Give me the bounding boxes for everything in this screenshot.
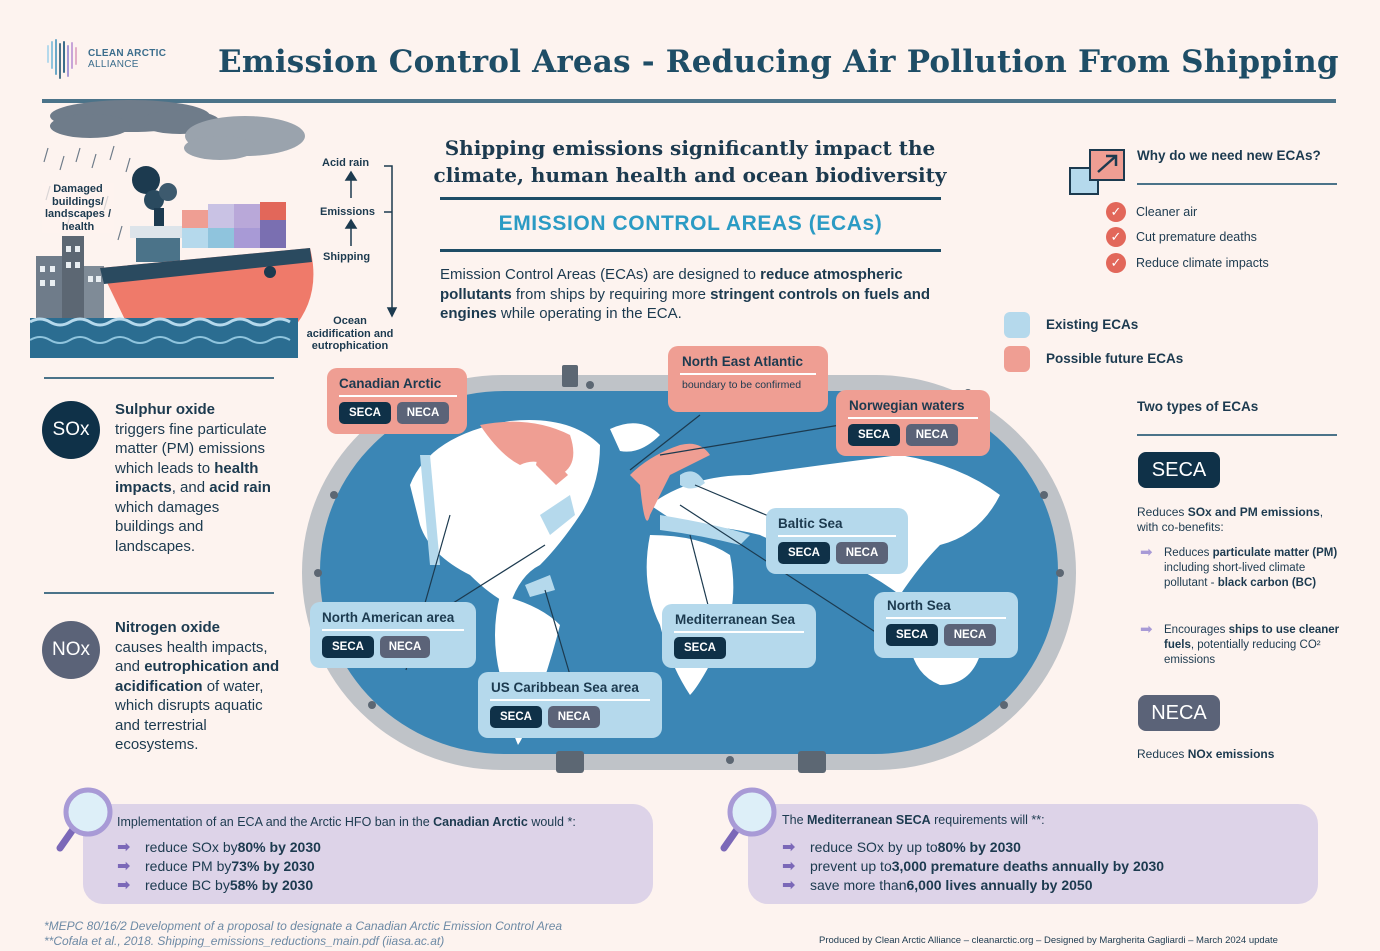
ship-pollution-illustration bbox=[30, 100, 398, 358]
legend-label-existing: Existing ECAs bbox=[1046, 317, 1139, 332]
arrow-icon: ➡ bbox=[117, 857, 131, 875]
seca-benefit-fuels: ➡ Encourages ships to use cleaner fuels,… bbox=[1140, 621, 1340, 666]
legend-swatch-possible bbox=[1004, 346, 1030, 372]
card-baltic-sea: Baltic Sea SECA NECA bbox=[766, 508, 908, 574]
neca-chip: NECA bbox=[380, 636, 430, 658]
neca-chip: NECA bbox=[836, 542, 888, 564]
arrow-icon: ➡ bbox=[1140, 621, 1153, 638]
acid-rain-label: Acid rain bbox=[322, 157, 370, 169]
expand-area-icon bbox=[1069, 149, 1125, 195]
check-icon: ✓ bbox=[1106, 202, 1126, 222]
nox-badge: NOx bbox=[42, 621, 100, 679]
card-north-east-atlantic: North East Atlantic boundary to be confi… bbox=[668, 346, 828, 412]
impact-line-sox-med: ➡ reduce SOx by up to 80% by 2030 bbox=[782, 838, 1021, 856]
seca-description: Reduces SOx and PM emissions, with co-be… bbox=[1137, 505, 1324, 534]
sox-badge: SOx bbox=[42, 401, 100, 459]
sox-description: Sulphur oxide triggers fine particulate m… bbox=[115, 401, 271, 555]
neca-badge: NECA bbox=[1138, 695, 1220, 731]
card-canadian-arctic: Canadian Arctic SECA NECA bbox=[327, 368, 467, 434]
why-item-cleaner-air: ✓ Cleaner air bbox=[1106, 202, 1346, 222]
seca-chip: SECA bbox=[490, 706, 542, 728]
eca-heading: EMISSION CONTROL AREAS (ECAs) bbox=[498, 212, 883, 235]
footnote-2: **Cofala et al., 2018. Shipping_emission… bbox=[44, 934, 445, 948]
magnifier-icon bbox=[720, 787, 777, 852]
shipping-label: Shipping bbox=[323, 251, 371, 263]
neca-chip: NECA bbox=[944, 624, 996, 646]
card-norwegian-waters: Norwegian waters SECA NECA bbox=[836, 390, 990, 456]
neca-chip: NECA bbox=[906, 424, 958, 446]
arrow-icon: ➡ bbox=[782, 876, 796, 894]
seca-chip: SECA bbox=[778, 542, 830, 564]
clean-arctic-alliance-logo bbox=[47, 39, 77, 79]
nox-description: Nitrogen oxide causes health impacts, and… bbox=[115, 619, 280, 753]
credits: Produced by Clean Arctic Alliance – clea… bbox=[819, 935, 1278, 946]
title-divider bbox=[42, 99, 1336, 103]
arrow-icon: ➡ bbox=[1140, 544, 1153, 561]
legend-label-possible: Possible future ECAs bbox=[1046, 351, 1184, 366]
left-rule-middle bbox=[44, 592, 274, 594]
impact-line-deaths: ➡ prevent up to 3,000 premature deaths an… bbox=[782, 857, 1165, 875]
card-mediterranean-sea: Mediterranean Sea SECA bbox=[662, 604, 816, 668]
arrow-icon: ➡ bbox=[782, 857, 796, 875]
seca-chip: SECA bbox=[674, 637, 726, 659]
footnote-1: *MEPC 80/16/2 Development of a proposal … bbox=[44, 919, 563, 933]
neca-chip: NECA bbox=[397, 402, 449, 424]
seca-benefit-pm: ➡ Reduces particulate matter (PM) includ… bbox=[1140, 544, 1338, 589]
intro-subheading: Shipping emissions significantly impact … bbox=[433, 136, 947, 187]
card-north-american-area: North American area SECA NECA bbox=[310, 602, 476, 668]
magnifier-icon bbox=[56, 787, 113, 852]
seca-chip: SECA bbox=[886, 624, 938, 646]
canadian-arctic-impact-box: Implementation of an ECA and the Arctic … bbox=[83, 804, 653, 904]
impact-line-bc: ➡ reduce BC by 58% by 2030 bbox=[117, 876, 314, 894]
why-item-climate: ✓ Reduce climate impacts bbox=[1106, 253, 1346, 273]
canadian-arctic-impact-intro: Implementation of an ECA and the Arctic … bbox=[117, 815, 576, 829]
types-rule bbox=[1137, 434, 1337, 436]
damaged-buildings-label: Damaged buildings/ landscapes / health bbox=[42, 183, 114, 233]
arrow-icon: ➡ bbox=[782, 838, 796, 856]
mediterranean-impact-intro: The Mediterranean SECA requirements will… bbox=[782, 813, 1045, 827]
legend-swatch-existing bbox=[1004, 312, 1030, 338]
neca-chip: NECA bbox=[548, 706, 600, 728]
mediterranean-impact-box: The Mediterranean SECA requirements will… bbox=[748, 804, 1318, 904]
world-eca-map bbox=[302, 365, 1076, 773]
seca-chip: SECA bbox=[322, 636, 374, 658]
seca-chip: SECA bbox=[339, 402, 391, 424]
arrow-icon: ➡ bbox=[117, 876, 131, 894]
seca-badge: SECA bbox=[1138, 452, 1220, 488]
why-new-ecas-title: Why do we need new ECAs? bbox=[1137, 148, 1321, 163]
why-item-cut-deaths: ✓ Cut premature deaths bbox=[1106, 227, 1346, 247]
page-title: Emission Control Areas - Reducing Air Po… bbox=[218, 44, 1339, 80]
card-us-caribbean-sea-area: US Caribbean Sea area SECA NECA bbox=[478, 672, 662, 738]
card-north-sea: North Sea SECA NECA bbox=[874, 592, 1018, 658]
heading-rule-bottom bbox=[440, 249, 941, 252]
neca-description: Reduces NOx emissions bbox=[1137, 747, 1275, 761]
arrow-icon: ➡ bbox=[117, 838, 131, 856]
logo-text: CLEAN ARCTIC ALLIANCE bbox=[88, 48, 167, 70]
two-types-title: Two types of ECAs bbox=[1137, 399, 1259, 414]
check-icon: ✓ bbox=[1106, 227, 1126, 247]
heading-rule-top bbox=[440, 197, 941, 200]
left-rule-top bbox=[44, 377, 274, 379]
seca-chip: SECA bbox=[848, 424, 900, 446]
impact-line-pm: ➡ reduce PM by 73% by 2030 bbox=[117, 857, 315, 875]
ocean-acidification-label: Ocean acidification and eutrophication bbox=[306, 315, 394, 352]
why-rule bbox=[1137, 183, 1337, 185]
eca-description: Emission Control Areas (ECAs) are design… bbox=[440, 266, 931, 322]
impact-line-lives: ➡ save more than 6,000 lives annually by … bbox=[782, 876, 1093, 894]
impact-line-sox: ➡ reduce SOx by 80% by 2030 bbox=[117, 838, 321, 856]
emissions-label: Emissions bbox=[320, 206, 376, 218]
check-icon: ✓ bbox=[1106, 253, 1126, 273]
